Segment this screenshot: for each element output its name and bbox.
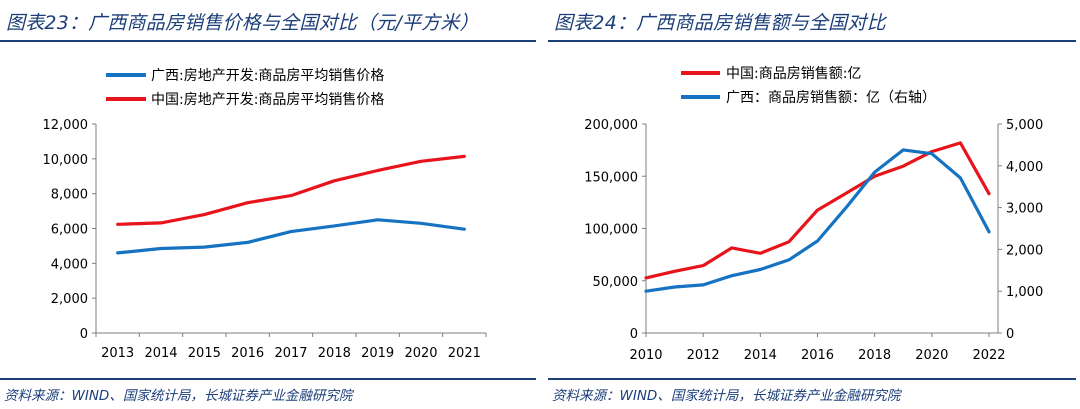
x-tick-label: 2018 — [858, 348, 891, 363]
data-point-1 — [959, 176, 962, 180]
legend-label: 中国:商品房销售额:亿 — [726, 66, 861, 82]
data-point-1 — [873, 170, 876, 174]
data-point-1 — [673, 285, 676, 289]
x-tick-label: 2012 — [687, 348, 720, 363]
data-point-0 — [730, 246, 733, 250]
x-tick-label: 2016 — [801, 348, 834, 363]
data-point-0 — [246, 241, 249, 244]
x-tick-label: 2013 — [101, 346, 134, 361]
x-tick-label: 2014 — [744, 348, 777, 363]
legend-label: 广西：商品房销售额：亿（右轴） — [726, 90, 936, 106]
bottom-divider — [0, 378, 536, 380]
data-point-0 — [873, 175, 876, 178]
y2-tick-label: 4,000 — [1006, 160, 1043, 175]
data-point-0 — [159, 247, 163, 250]
y-tick-label: 0 — [80, 327, 88, 342]
source-note: 资料来源：WIND、国家统计局，长城证券产业金融研究院 — [4, 388, 353, 404]
x-tick-label: 2022 — [972, 348, 1005, 363]
y2-tick-label: 2,000 — [1006, 243, 1043, 258]
price-line-chart: 0 2,000 4,000 6,000 8,000 10,000 12,000 2013 201… — [43, 68, 487, 361]
data-point-0 — [419, 222, 423, 225]
data-point-0 — [816, 208, 819, 212]
data-point-0 — [959, 141, 962, 145]
data-point-0 — [289, 230, 293, 233]
data-point-1 — [203, 213, 206, 216]
y2-tick-label: 0 — [1006, 327, 1014, 342]
data-point-1 — [246, 201, 249, 204]
x-tick-label: 2020 — [404, 346, 437, 361]
data-point-1 — [159, 221, 163, 225]
data-point-1 — [987, 230, 991, 234]
series-line-0 — [116, 218, 466, 255]
data-point-1 — [930, 152, 934, 155]
series-line-1 — [116, 154, 466, 226]
data-point-1 — [701, 283, 705, 287]
data-point-0 — [673, 270, 676, 273]
data-point-1 — [116, 223, 119, 226]
x-tick-label: 2020 — [915, 348, 948, 363]
chart-title: 图表23：广西商品房销售价格与全国对比（元/平方米） — [6, 12, 479, 34]
chart-panel-sales: 图表24：广西商品房销售额与全国对比 0 50,000 100,000 150,000… — [548, 0, 1080, 409]
data-point-0 — [463, 227, 466, 231]
data-point-0 — [759, 252, 762, 255]
y-tick-label: 100,000 — [584, 223, 638, 238]
y2-tick-label: 1,000 — [1006, 285, 1043, 300]
data-point-0 — [333, 224, 336, 228]
y-tick-label: 10,000 — [43, 153, 89, 168]
data-point-0 — [644, 276, 648, 280]
x-tick-label: 2016 — [231, 346, 264, 361]
data-point-0 — [787, 240, 791, 243]
x-tick-label: 2015 — [188, 346, 221, 361]
data-point-1 — [644, 290, 648, 293]
data-point-0 — [376, 218, 379, 221]
y-tick-label: 4,000 — [51, 257, 88, 272]
data-point-1 — [333, 179, 336, 182]
y-tick-label: 6,000 — [51, 223, 88, 238]
legend-label: 中国:房地产开发:商品房平均销售价格 — [151, 92, 384, 108]
data-point-1 — [376, 169, 379, 172]
sales-line-chart: 0 50,000 100,000 150,000 200,000 0 1,000 2,000 3… — [584, 66, 1043, 363]
data-point-0 — [701, 264, 705, 267]
chart-title: 图表24：广西商品房销售额与全国对比 — [554, 12, 886, 34]
bottom-divider — [548, 378, 1076, 380]
y2-tick-label: 5,000 — [1006, 118, 1043, 133]
y-tick-label: 50,000 — [593, 275, 639, 290]
x-tick-label: 2017 — [274, 346, 307, 361]
data-point-0 — [116, 251, 119, 255]
data-point-0 — [987, 192, 991, 195]
data-point-1 — [844, 206, 848, 209]
data-point-1 — [902, 148, 905, 152]
title-divider — [0, 40, 536, 42]
data-point-1 — [289, 194, 293, 197]
series-line-1 — [644, 148, 991, 293]
source-note: 资料来源：WIND、国家统计局，长城证券产业金融研究院 — [552, 388, 901, 404]
x-tick-label: 2010 — [629, 348, 662, 363]
x-tick-label: 2018 — [318, 346, 351, 361]
chart-panel-price: 图表23：广西商品房销售价格与全国对比（元/平方米） 0 2,000 4,000 6,… — [0, 12, 536, 404]
data-point-1 — [463, 155, 466, 158]
title-divider — [548, 40, 1076, 42]
x-tick-label: 2019 — [361, 346, 394, 361]
y-tick-label: 2,000 — [51, 292, 88, 307]
y-tick-label: 0 — [630, 327, 638, 342]
x-tick-label: 2014 — [144, 346, 177, 361]
data-point-0 — [902, 164, 905, 168]
data-point-1 — [816, 239, 819, 243]
y-tick-label: 150,000 — [584, 170, 638, 185]
data-point-1 — [419, 160, 423, 163]
data-point-1 — [759, 268, 762, 271]
y2-tick-label: 3,000 — [1006, 202, 1043, 217]
y-tick-label: 12,000 — [43, 118, 89, 133]
x-tick-label: 2021 — [448, 346, 481, 361]
data-point-1 — [730, 274, 733, 277]
data-point-0 — [203, 245, 206, 249]
legend-label: 广西:房地产开发:商品房平均销售价格 — [151, 68, 384, 84]
data-point-0 — [844, 192, 848, 195]
y-tick-label: 8,000 — [51, 188, 88, 203]
y-tick-label: 200,000 — [584, 118, 638, 133]
data-point-1 — [787, 258, 791, 262]
